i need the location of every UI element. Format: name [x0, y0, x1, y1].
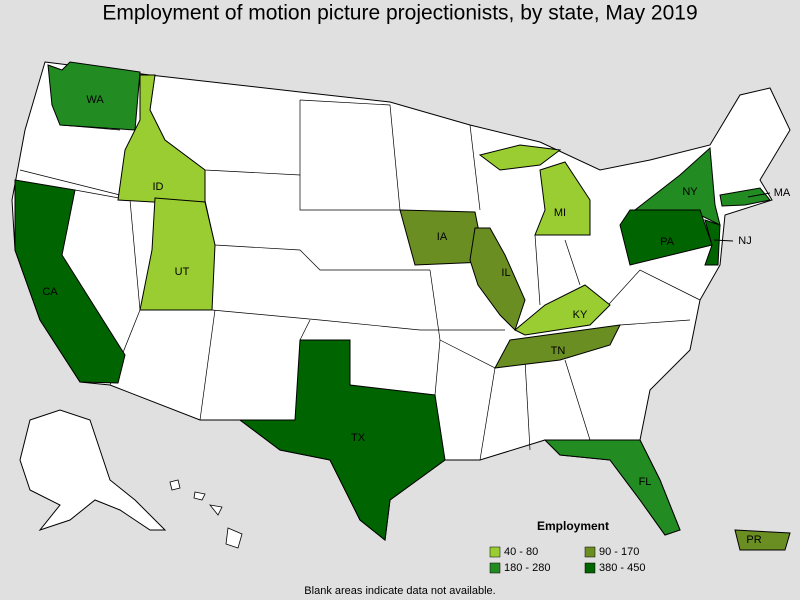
leader-line	[747, 192, 771, 198]
legend-title: Employment	[537, 519, 609, 533]
state-label: WA	[86, 94, 104, 106]
state-label: MA	[774, 187, 791, 199]
state-shape	[734, 529, 791, 551]
state-label: NY	[682, 186, 698, 198]
state-shape	[478, 144, 562, 171]
state-label: TN	[551, 345, 566, 357]
footnote: Blank areas indicate data not available.	[304, 585, 495, 597]
state-label: PA	[660, 236, 675, 248]
state-shape	[719, 187, 771, 207]
state-shape	[139, 197, 216, 311]
state-label: MI	[554, 207, 566, 219]
state-label: KY	[573, 309, 588, 321]
legend-swatch	[584, 562, 596, 574]
state-shape	[117, 74, 206, 206]
state-shape	[704, 219, 721, 266]
states: WA ID UT CA TX IA IL MI KY TN FL NY MA PA NJ PR	[14, 61, 791, 551]
state-label: IA	[437, 231, 448, 243]
state-shape	[619, 209, 713, 266]
legend-label: 90 - 170	[599, 546, 639, 558]
map-title: Employment of motion picture projectioni…	[102, 2, 697, 25]
legend-label: 40 - 80	[504, 546, 538, 558]
state-label: NJ	[738, 235, 751, 247]
state-shape	[514, 284, 611, 336]
legend-swatch	[489, 562, 501, 574]
legend-label: 380 - 450	[599, 562, 645, 574]
state-label: TX	[351, 432, 366, 444]
state-shape	[47, 61, 141, 131]
state-shape	[14, 179, 126, 384]
legend-label: 180 - 280	[504, 562, 550, 574]
state-shape	[534, 161, 591, 236]
alaska	[19, 409, 167, 532]
legend-swatch	[489, 546, 501, 558]
state-shape	[238, 339, 446, 541]
state-label: FL	[639, 476, 652, 488]
state-shape	[494, 324, 621, 369]
state-shape	[543, 439, 681, 536]
leader-line	[713, 239, 734, 242]
legend: Employment 40 - 80 90 - 170 180 - 280 380 -…	[489, 519, 645, 574]
state-label: ID	[153, 181, 164, 193]
state-label: PR	[746, 534, 761, 546]
state-label: CA	[42, 286, 58, 298]
legend-swatch	[584, 546, 596, 558]
hawaii	[169, 479, 243, 549]
state-label: UT	[175, 266, 190, 278]
state-label: IL	[501, 267, 510, 279]
